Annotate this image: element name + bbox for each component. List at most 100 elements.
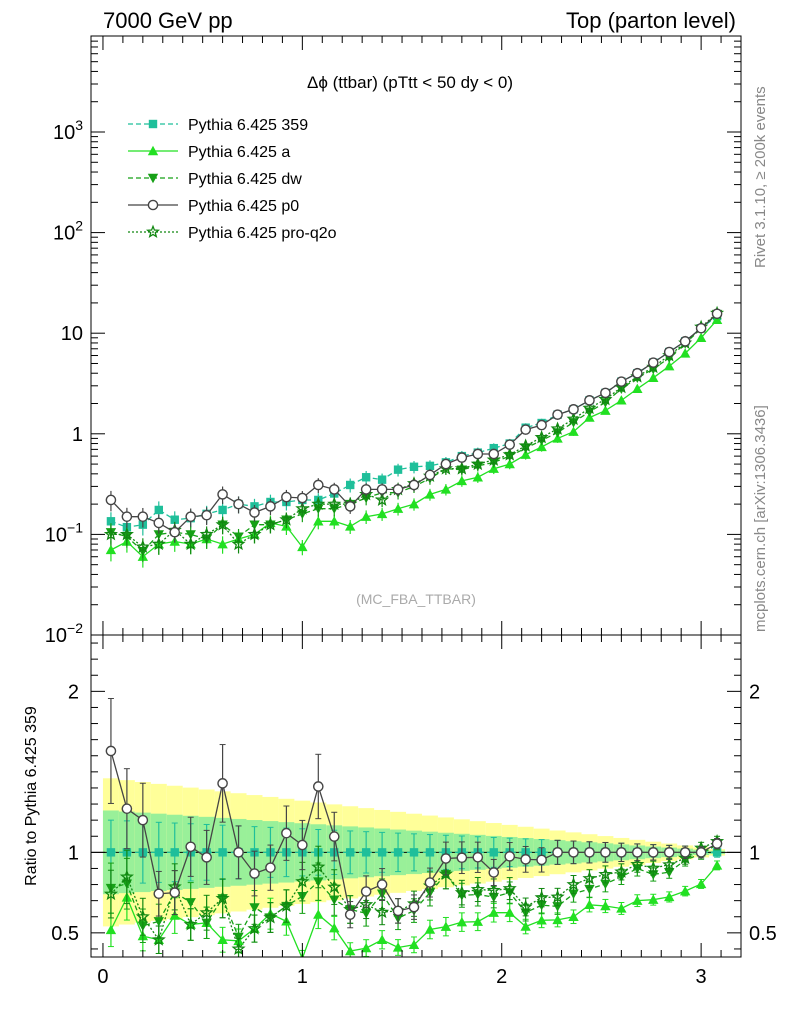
ratio-point — [582, 871, 597, 885]
data-point — [409, 462, 419, 471]
ratio-frame — [90, 634, 742, 958]
ratio-point — [662, 857, 677, 871]
data-point — [375, 492, 390, 506]
data-point — [313, 516, 324, 526]
watermark: (MC_FBA_TTBAR) — [356, 591, 476, 607]
data-point — [201, 509, 212, 521]
data-point — [121, 511, 133, 522]
data-point — [600, 387, 611, 399]
legend-entry: Pythia 6.425 pro-q2o — [128, 224, 337, 242]
data-point — [231, 536, 246, 551]
data-point — [456, 475, 468, 486]
data-point — [119, 526, 134, 541]
ratio-point — [295, 874, 310, 888]
data-point — [249, 507, 260, 518]
data-point — [328, 484, 340, 495]
data-point — [392, 503, 404, 513]
ratio-point — [600, 847, 611, 858]
ratio-point — [552, 847, 563, 858]
ratio-tick-label-left: 2 — [68, 681, 79, 703]
ratio-point — [153, 917, 164, 927]
data-point — [169, 526, 181, 538]
ratio-tick-label-left: 1 — [68, 842, 79, 864]
ratio-point — [154, 848, 163, 857]
data-point — [185, 511, 196, 522]
data-point — [392, 484, 404, 495]
ratio-point — [361, 848, 371, 857]
legend-entry: Pythia 6.425 a — [128, 144, 290, 161]
data-point — [566, 411, 581, 426]
ratio-point — [297, 839, 308, 851]
y-tick-label: 10 — [61, 323, 83, 345]
ratio-point — [329, 922, 340, 933]
ratio-point — [695, 847, 707, 858]
ratio-point — [440, 921, 452, 931]
data-point — [695, 322, 707, 334]
ratio-y-label: Ratio to Pythia 6.425 359 — [23, 706, 40, 886]
ratio-point — [552, 914, 563, 925]
data-point — [105, 494, 117, 506]
data-point — [616, 395, 627, 405]
data-point — [486, 452, 501, 466]
data-point — [695, 332, 707, 343]
ratio-point — [249, 903, 260, 913]
ratio-point — [279, 898, 294, 913]
ratio-point — [169, 910, 180, 920]
data-point — [376, 484, 388, 495]
ratio-tick-label-right: 2 — [749, 681, 760, 703]
ratio-point — [327, 879, 342, 894]
ratio-point — [504, 907, 515, 917]
ratio-point — [552, 902, 563, 912]
y-tick-label: 1 — [72, 424, 83, 446]
data-point — [520, 449, 531, 459]
data-point — [183, 536, 198, 551]
ratio-point — [328, 831, 340, 842]
data-point — [648, 372, 659, 383]
y-tick-label: 102 — [53, 218, 83, 245]
ratio-point — [346, 848, 355, 857]
data-point — [106, 517, 116, 526]
ratio-point — [568, 889, 579, 899]
x-tick-label: 2 — [496, 966, 507, 988]
ratio-point — [170, 848, 179, 857]
ratio-point — [311, 859, 326, 873]
data-point — [345, 521, 356, 531]
ratio-point — [679, 847, 691, 858]
ratio-point — [121, 803, 133, 814]
ratio-point — [217, 778, 228, 789]
data-point — [327, 496, 342, 511]
ratio-point — [616, 847, 627, 858]
data-point — [311, 496, 326, 511]
ratio-point — [103, 886, 118, 901]
ratio-point — [534, 890, 549, 904]
ratio-point — [376, 934, 388, 944]
data-point — [263, 517, 278, 531]
ratio-point — [169, 887, 181, 898]
data-point — [488, 448, 500, 460]
data-point — [679, 336, 691, 347]
data-point — [103, 526, 118, 541]
ratio-point — [472, 852, 484, 863]
data-point — [489, 443, 498, 453]
series-pythia-6-425-pro-q2o — [103, 305, 725, 558]
data-point — [584, 395, 595, 406]
data-point — [135, 539, 150, 553]
ratio-point — [425, 848, 435, 857]
data-point — [297, 541, 308, 552]
ratio-point — [472, 916, 484, 926]
data-point — [520, 424, 531, 435]
ratio-point — [376, 879, 388, 890]
data-point — [711, 308, 723, 320]
ratio-point — [504, 851, 516, 862]
header-right: Top (parton level) — [566, 8, 736, 33]
ratio-point — [614, 864, 629, 878]
data-point — [456, 452, 468, 463]
ratio-point — [313, 909, 324, 919]
data-point — [217, 489, 228, 500]
ratio-point — [263, 910, 278, 924]
data-point — [488, 463, 499, 473]
data-point — [568, 404, 579, 415]
ratio-point — [137, 814, 149, 826]
ratio-point — [215, 890, 230, 905]
ratio-point — [393, 848, 403, 857]
